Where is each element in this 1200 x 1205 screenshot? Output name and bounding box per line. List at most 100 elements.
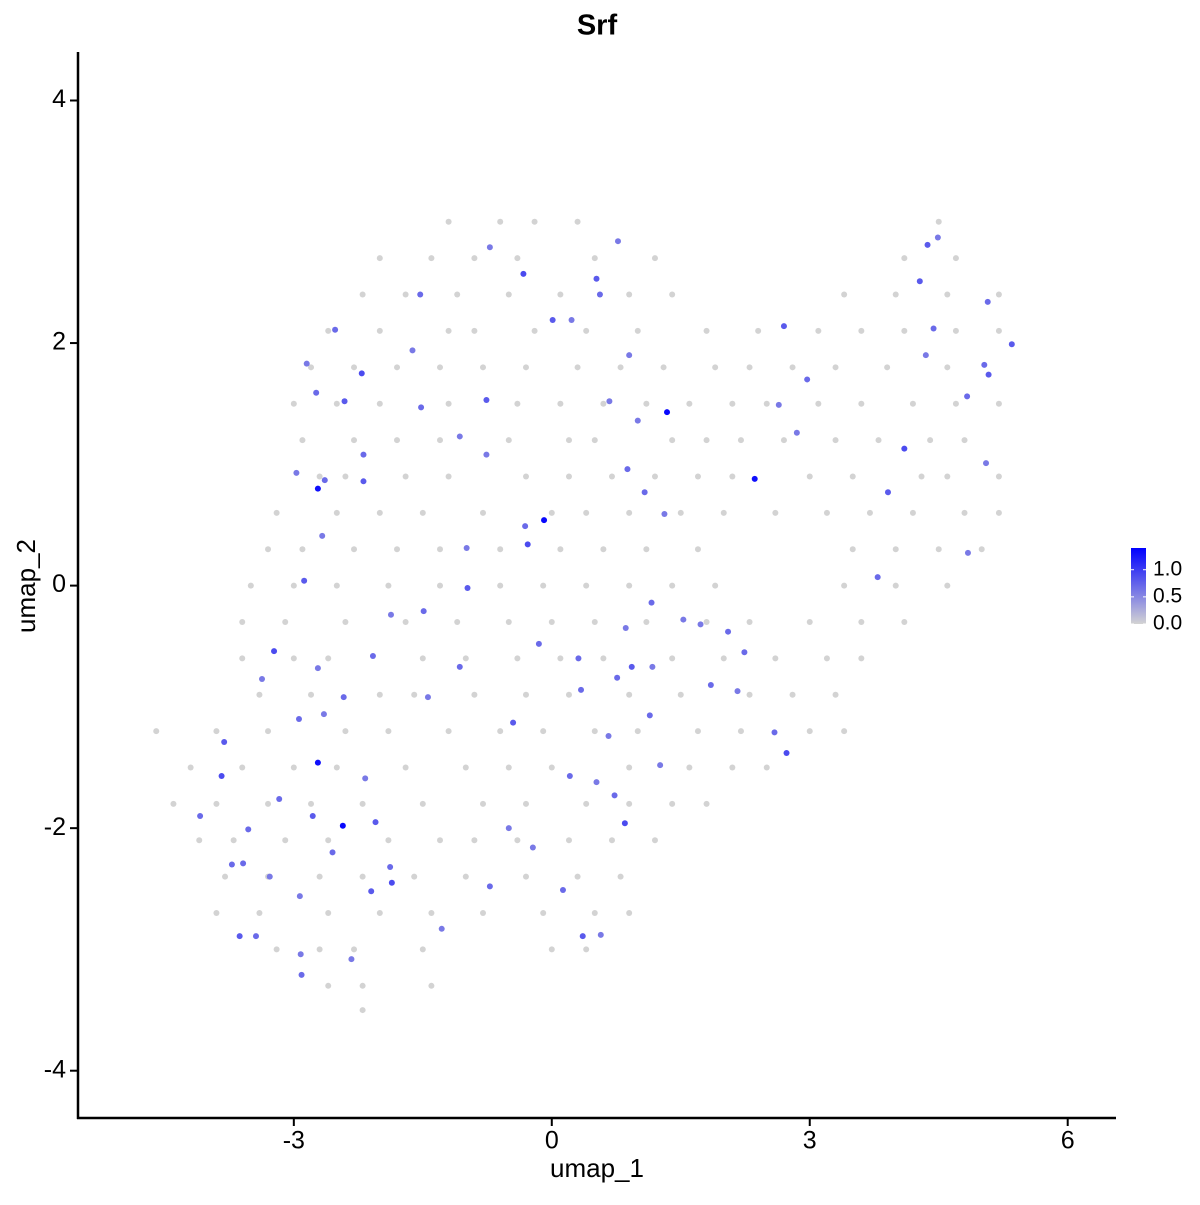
point [497, 582, 504, 589]
point [387, 611, 394, 618]
point [387, 863, 394, 870]
point [927, 437, 934, 444]
point [342, 618, 349, 625]
point [583, 509, 590, 516]
point [522, 691, 529, 698]
point [622, 625, 629, 632]
point [984, 298, 991, 305]
point [239, 764, 246, 771]
point [669, 582, 676, 589]
point [626, 582, 633, 589]
point [832, 437, 839, 444]
point [298, 971, 305, 978]
point [445, 728, 452, 735]
point [884, 489, 891, 496]
point [858, 655, 865, 662]
point [522, 800, 529, 807]
point [734, 688, 741, 695]
point [256, 691, 263, 698]
point [293, 469, 300, 476]
point [394, 546, 401, 553]
point [342, 473, 349, 480]
point [462, 873, 469, 880]
point [565, 473, 572, 480]
point [591, 910, 598, 917]
point [964, 549, 971, 556]
point [309, 813, 316, 820]
point [479, 509, 486, 516]
point [930, 325, 937, 332]
point [540, 582, 547, 589]
point [806, 473, 813, 480]
point [995, 400, 1002, 407]
point [720, 655, 727, 662]
point [557, 546, 564, 553]
point [964, 393, 971, 400]
point [295, 716, 302, 723]
point [196, 837, 203, 844]
point [385, 837, 392, 844]
point [934, 234, 941, 241]
point [763, 400, 770, 407]
point [600, 400, 607, 407]
point [680, 616, 687, 623]
point [222, 873, 229, 880]
point [299, 437, 306, 444]
point [783, 749, 790, 756]
point [574, 218, 581, 225]
point [314, 665, 321, 672]
point [290, 582, 297, 589]
point [463, 545, 470, 552]
point [376, 509, 383, 516]
point [456, 433, 463, 440]
point [593, 779, 600, 786]
point [548, 618, 555, 625]
point [944, 473, 951, 480]
point [918, 473, 925, 480]
point [282, 837, 289, 844]
point [437, 582, 444, 589]
point [290, 400, 297, 407]
point [657, 762, 664, 769]
point [751, 475, 758, 482]
point [565, 837, 572, 844]
point [694, 546, 701, 553]
point [614, 238, 621, 245]
point [694, 473, 701, 480]
point [333, 509, 340, 516]
point [265, 728, 272, 735]
point [332, 326, 339, 333]
point [579, 933, 586, 940]
point [471, 837, 478, 844]
point [806, 728, 813, 735]
point [858, 400, 865, 407]
point [259, 675, 266, 682]
point [308, 800, 315, 807]
point [649, 663, 656, 670]
point [540, 728, 547, 735]
point [841, 291, 848, 298]
point [922, 352, 929, 359]
x-tick-label: -3 [283, 1127, 305, 1155]
points [153, 218, 1015, 1014]
point [981, 361, 988, 368]
point [737, 437, 744, 444]
point [314, 485, 321, 492]
point [574, 873, 581, 880]
point [789, 691, 796, 698]
point [320, 711, 327, 718]
point [669, 437, 676, 444]
point [282, 618, 289, 625]
point [648, 599, 655, 606]
point [624, 466, 631, 473]
point [729, 764, 736, 771]
point [230, 837, 237, 844]
point [348, 956, 355, 963]
point [841, 728, 848, 735]
point [213, 728, 220, 735]
point [901, 445, 908, 452]
point [874, 574, 881, 581]
point [333, 764, 340, 771]
point [505, 764, 512, 771]
point [924, 241, 931, 248]
